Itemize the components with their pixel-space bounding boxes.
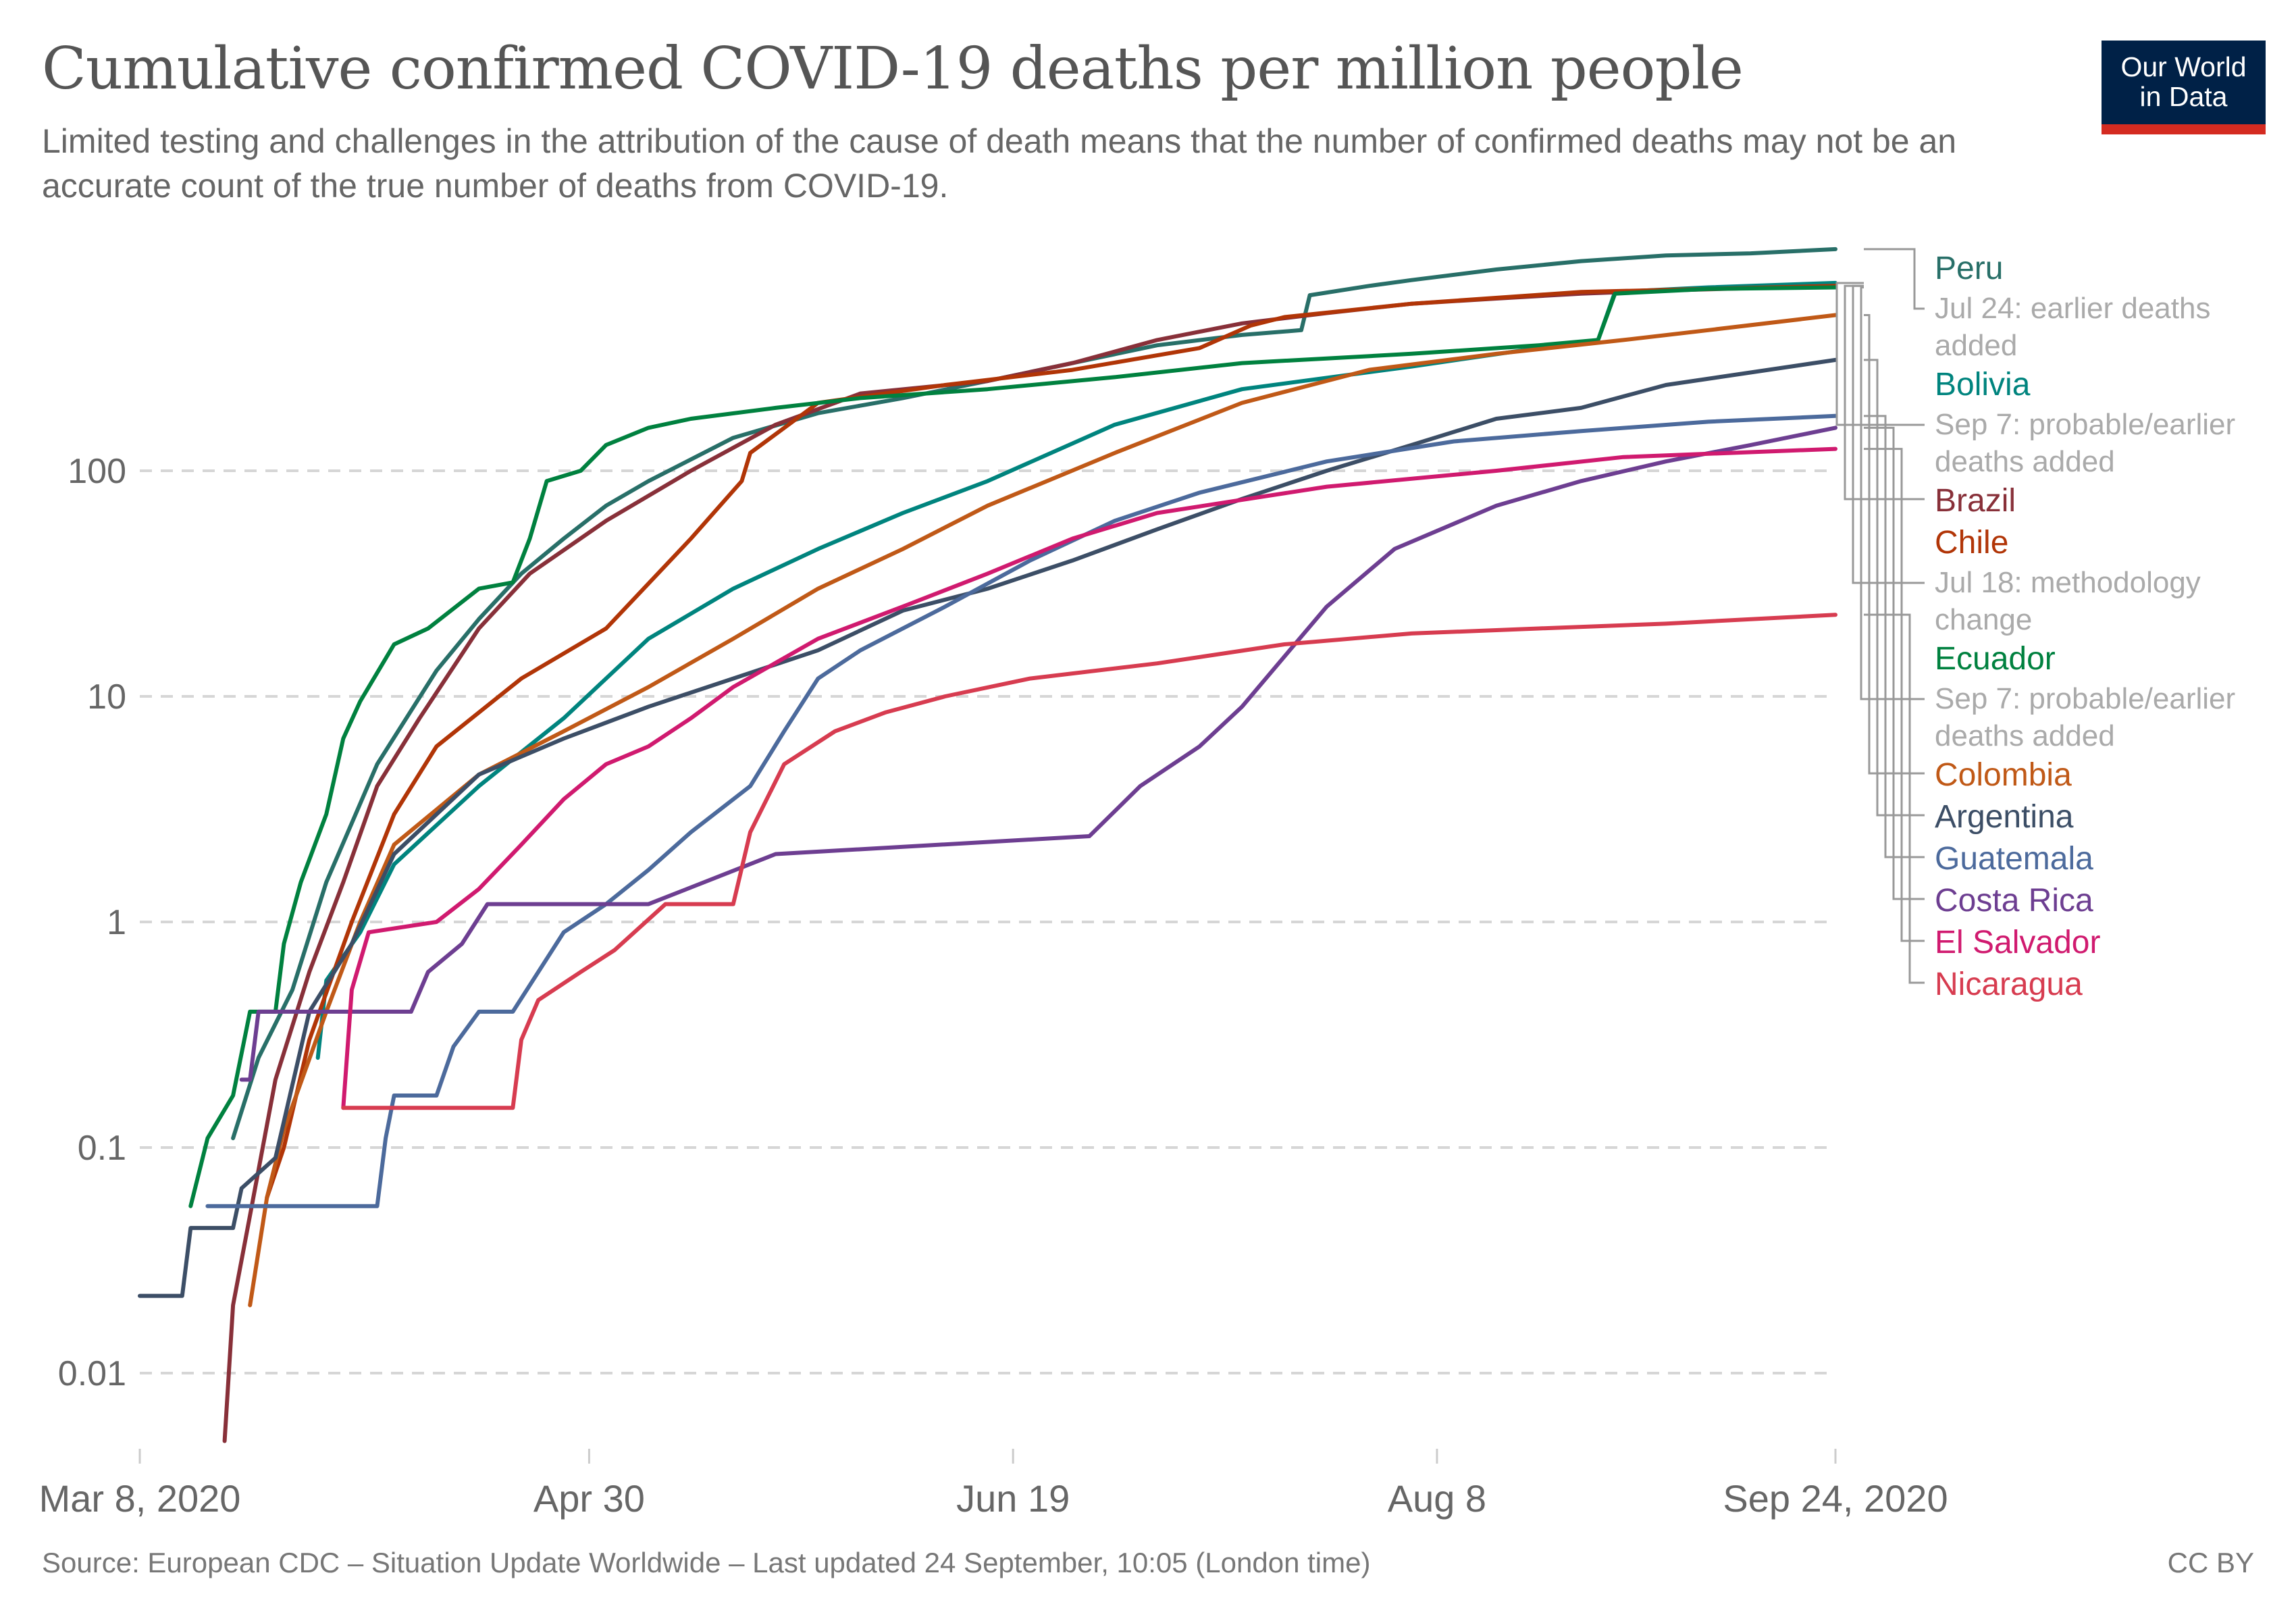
y-tick-label: 10: [87, 677, 126, 717]
series-lines: [138, 247, 1837, 1443]
legend-connector: [1864, 448, 1925, 942]
legend-connector: [1864, 613, 1925, 984]
x-tick-label: Sep 24, 2020: [1723, 1477, 1948, 1520]
legend-annotation: Sep 7: probable/earlier deaths added: [1935, 408, 2235, 478]
source-note: Source: European CDC – Situation Update …: [42, 1547, 1371, 1578]
series-line-costa-rica[interactable]: [239, 426, 1837, 1082]
series-line-guatemala[interactable]: [205, 413, 1837, 1208]
legend-label-costa-rica[interactable]: Costa Rica: [1935, 883, 2093, 919]
legend-label-bolivia[interactable]: Bolivia: [1935, 367, 2031, 403]
legend: Peru Jul 24: earlier deaths added Bolivia Se…: [1835, 248, 2235, 1002]
chart-subtitle: Limited testing and challenges in the at…: [42, 122, 1957, 205]
logo-line-2: in Data: [2139, 81, 2228, 112]
legend-label-brazil[interactable]: Brazil: [1935, 483, 2016, 519]
x-tick-label: Mar 8, 2020: [39, 1477, 241, 1520]
y-tick-label: 0.1: [78, 1129, 126, 1168]
legend-connector: [1864, 248, 1925, 310]
legend-connector: [1864, 415, 1925, 858]
legend-connector: [1852, 284, 1925, 584]
legend-label-nicaragua[interactable]: Nicaragua: [1935, 967, 2083, 1002]
legend-label-guatemala[interactable]: Guatemala: [1935, 841, 2093, 877]
series-line-el-salvador[interactable]: [341, 446, 1837, 1110]
series-line-peru[interactable]: [231, 247, 1837, 1141]
series-line-chile[interactable]: [265, 284, 1837, 1200]
x-tick-label: Apr 30: [533, 1477, 645, 1520]
series-line-nicaragua[interactable]: [341, 613, 1837, 1110]
legend-label-argentina[interactable]: Argentina: [1935, 799, 2074, 835]
x-axis: Mar 8, 2020 Apr 30 Jun 19 Aug 8 Sep 24, 2020: [39, 1449, 1948, 1520]
legend-annotation: Jul 18: methodology change: [1935, 566, 2201, 636]
owid-logo[interactable]: Our World in Data: [2102, 41, 2266, 134]
chart-title: Cumulative confirmed COVID-19 deaths per…: [42, 35, 1744, 103]
y-tick-label: 1: [107, 903, 126, 942]
legend-label-chile[interactable]: Chile: [1935, 525, 2008, 561]
x-tick-label: Jun 19: [956, 1477, 1070, 1520]
logo-stripe: [2102, 124, 2266, 134]
grid: [140, 469, 1835, 1374]
legend-annotation: Jul 24: earlier deaths added: [1935, 292, 2210, 362]
legend-label-colombia[interactable]: Colombia: [1935, 757, 2072, 793]
y-axis: 100 10 1 0.1 0.01: [58, 452, 126, 1393]
series-line-colombia[interactable]: [248, 313, 1837, 1308]
x-tick-label: Aug 8: [1388, 1477, 1486, 1520]
series-line-ecuador[interactable]: [188, 285, 1837, 1208]
logo-line-1: Our World: [2120, 51, 2247, 82]
legend-connector: [1835, 282, 1925, 426]
legend-label-ecuador[interactable]: Ecuador: [1935, 641, 2056, 677]
legend-label-el-salvador[interactable]: El Salvador: [1935, 925, 2100, 960]
license-link[interactable]: CC BY: [2167, 1547, 2254, 1578]
legend-label-peru[interactable]: Peru: [1935, 251, 2003, 286]
legend-connector: [1864, 313, 1925, 775]
y-tick-label: 0.01: [58, 1354, 126, 1393]
series-line-argentina[interactable]: [138, 357, 1837, 1298]
legend-annotation: Sep 7: probable/earlier deaths added: [1935, 682, 2235, 752]
y-tick-label: 100: [68, 452, 126, 491]
